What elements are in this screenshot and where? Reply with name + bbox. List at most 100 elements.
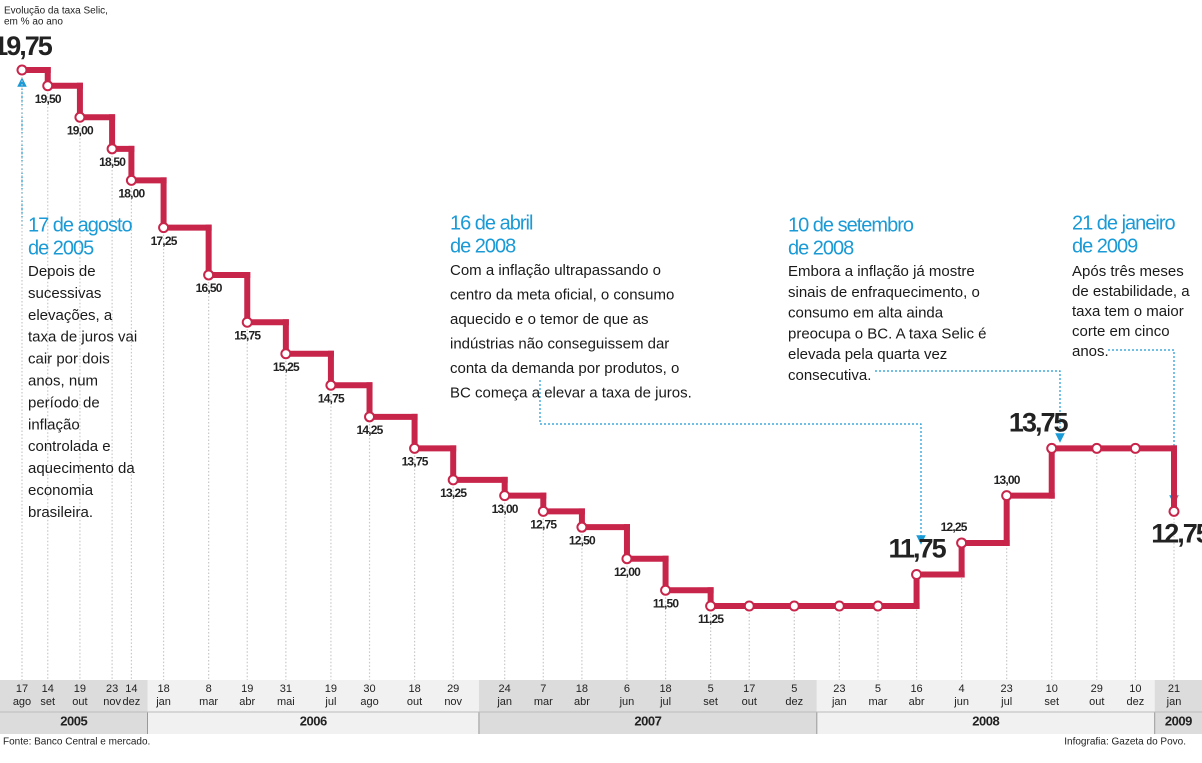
- annotation-body: brasileira.: [28, 504, 93, 521]
- point: [788, 600, 800, 612]
- annotation-body: BC começa a elevar a taxa de juros.: [450, 384, 692, 401]
- point: [499, 490, 511, 502]
- x-tick-day: 8: [206, 683, 212, 695]
- x-tick-day: 24: [499, 683, 511, 695]
- point: [660, 584, 672, 596]
- point: [1168, 505, 1180, 517]
- x-tick-month: ago: [360, 696, 378, 708]
- annotation-body: sinais de enfraquecimento, o: [788, 284, 980, 301]
- x-tick-month: jul: [659, 696, 671, 708]
- year-label: 2005: [60, 713, 87, 728]
- x-tick-day: 21: [1168, 683, 1180, 695]
- x-tick-day: 16: [910, 683, 922, 695]
- x-tick-day: 5: [875, 683, 881, 695]
- value-label: 12,50: [569, 533, 596, 547]
- x-tick-day: 29: [447, 683, 459, 695]
- x-tick-month: set: [703, 696, 718, 708]
- point: [74, 111, 86, 123]
- point: [158, 222, 170, 234]
- annotation-body: Com a inflação ultrapassando o: [450, 262, 661, 279]
- point: [241, 316, 253, 328]
- annotation-body: Após três meses: [1072, 263, 1184, 280]
- x-tick-day: 19: [241, 683, 253, 695]
- annotation-body: sucessivas: [28, 285, 101, 302]
- annotation-arrow: [1108, 349, 1179, 505]
- x-tick-month: dez: [123, 696, 141, 708]
- point: [833, 600, 845, 612]
- point: [872, 600, 884, 612]
- x-tick-month: nov: [103, 696, 121, 708]
- x-tick-month: out: [407, 696, 422, 708]
- x-tick-month: abr: [239, 696, 255, 708]
- value-label: 16,50: [196, 281, 223, 295]
- x-tick-month: out: [72, 696, 87, 708]
- value-label: 19,00: [67, 123, 94, 137]
- x-tick-day: 18: [576, 683, 588, 695]
- x-tick-month: jun: [953, 696, 969, 708]
- annotation-body: elevações, a: [28, 307, 113, 324]
- year-label: 2007: [634, 713, 661, 728]
- x-tick-month: out: [742, 696, 757, 708]
- value-label: 13,25: [440, 486, 467, 500]
- value-label: 13,00: [994, 473, 1021, 487]
- x-tick-month: set: [40, 696, 55, 708]
- value-label: 15,75: [234, 328, 261, 342]
- point: [1091, 442, 1103, 454]
- value-label: 14,75: [318, 391, 345, 405]
- point: [1001, 490, 1013, 502]
- annotation-title: de 2008: [788, 237, 854, 259]
- annotation-body: taxa tem o maior: [1072, 303, 1184, 320]
- x-tick-day: 10: [1129, 683, 1141, 695]
- x-tick-day: 18: [659, 683, 671, 695]
- point: [705, 600, 717, 612]
- point: [106, 143, 118, 155]
- value-label: 14,25: [357, 423, 384, 437]
- x-tick-day: 17: [16, 683, 28, 695]
- year-label: 2008: [972, 713, 999, 728]
- point: [743, 600, 755, 612]
- credit: Infografia: Gazeta do Povo.: [1064, 737, 1186, 748]
- x-tick-month: mar: [868, 696, 887, 708]
- axis-band: [0, 680, 148, 734]
- point: [911, 568, 923, 580]
- annotation-body: corte em cinco: [1072, 323, 1170, 340]
- annotation-body: cair por dois: [28, 351, 110, 368]
- x-tick-day: 14: [42, 683, 54, 695]
- chart-title: Evolução da taxa Selic,: [4, 6, 108, 17]
- point: [537, 505, 549, 517]
- x-tick-day: 18: [408, 683, 420, 695]
- value-label: 13,75: [1009, 407, 1069, 437]
- value-label: 11,25: [698, 612, 724, 626]
- point: [1046, 442, 1058, 454]
- x-tick-day: 23: [1001, 683, 1013, 695]
- axis-band: [478, 680, 817, 734]
- x-tick-day: 14: [125, 683, 137, 695]
- point: [364, 411, 376, 423]
- x-tick-month: ago: [13, 696, 31, 708]
- annotation-body: de estabilidade, a: [1072, 283, 1190, 300]
- x-tick-day: 29: [1091, 683, 1103, 695]
- annotation-body: controlada e: [28, 438, 111, 455]
- x-tick-month: nov: [444, 696, 462, 708]
- point: [42, 80, 54, 92]
- x-tick-month: jul: [1000, 696, 1012, 708]
- x-tick-day: 23: [106, 683, 118, 695]
- axis-band: [147, 680, 479, 734]
- x-tick-day: 4: [959, 683, 965, 695]
- x-tick-month: jan: [831, 696, 847, 708]
- year-label: 2006: [300, 713, 327, 728]
- x-tick-month: jun: [619, 696, 635, 708]
- x-tick-month: mar: [199, 696, 218, 708]
- annotation-body: consecutiva.: [788, 367, 871, 384]
- annotation-body: taxa de juros vai: [28, 329, 137, 346]
- annotation-body: aquecido e o temor de que as: [450, 311, 648, 328]
- value-label: 12,75: [1151, 519, 1202, 549]
- annotation-title: de 2005: [28, 237, 94, 259]
- x-tick-month: jan: [496, 696, 512, 708]
- annotation-body: Depois de: [28, 263, 96, 280]
- value-label: 18,50: [99, 155, 126, 169]
- x-tick-month: set: [1044, 696, 1059, 708]
- value-label: 19,50: [35, 92, 62, 106]
- value-label: 17,25: [151, 234, 178, 248]
